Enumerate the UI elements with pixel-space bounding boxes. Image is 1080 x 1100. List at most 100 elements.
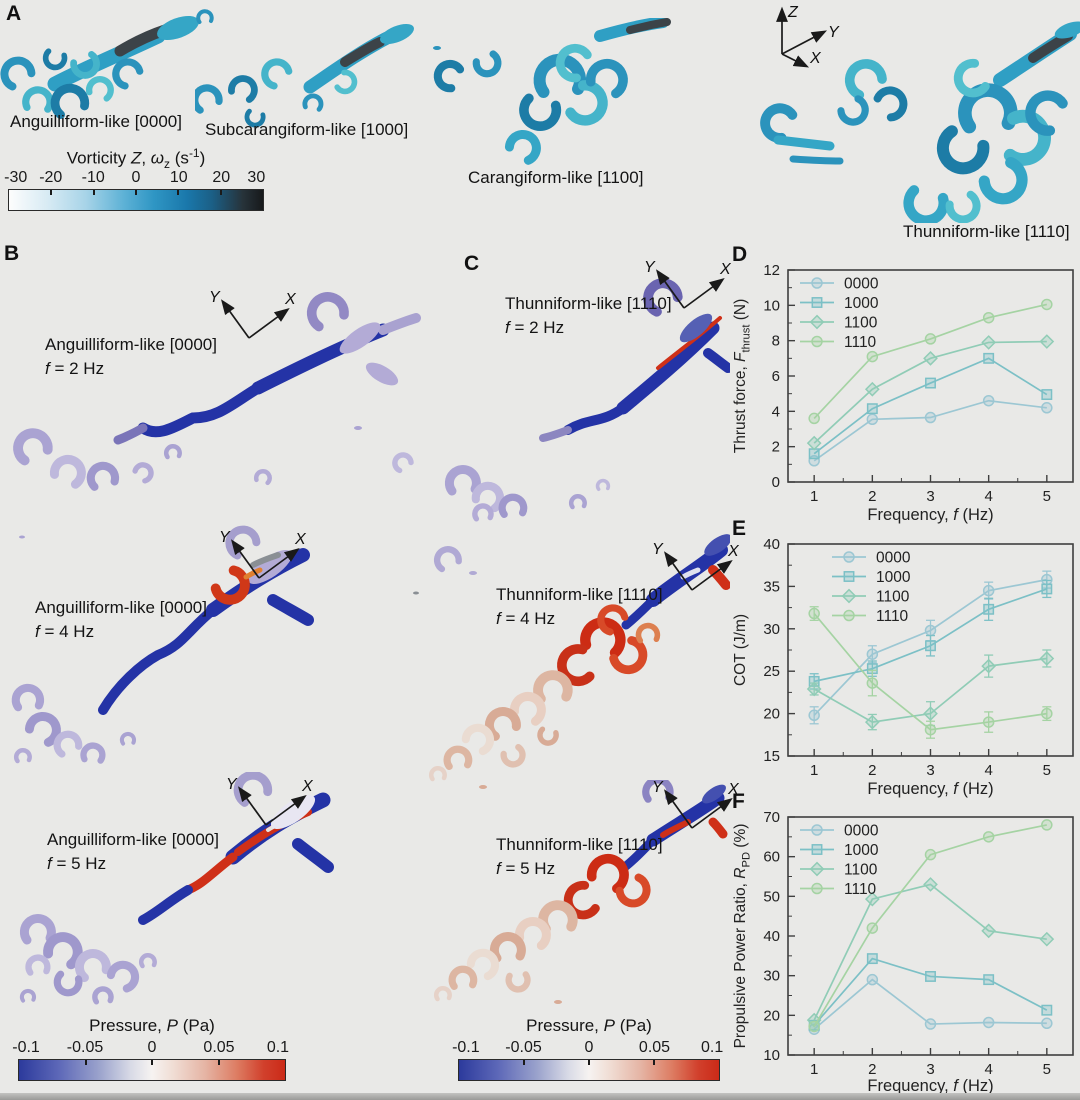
colorbar-pressure-b-bar [18, 1059, 286, 1081]
pressure-render-anguilliform-5hz [8, 772, 334, 1017]
svg-text:0000: 0000 [844, 823, 879, 840]
panel-a-letter: A [6, 2, 22, 25]
axis-label-y: Y [226, 776, 238, 793]
colorbar-pressure-c-title: Pressure, P (Pa) [526, 1016, 652, 1035]
svg-text:40: 40 [763, 928, 780, 945]
view-label-b3-mode: Anguilliform-like [0000] [47, 830, 219, 849]
view-label-b1-mode: Anguilliform-like [0000] [45, 335, 217, 354]
view-label-b3-freq: f = 5 Hz [47, 854, 107, 873]
view-label-c2-freq: f = 4 Hz [496, 609, 556, 628]
view-label-b1: Anguilliform-like [0000] f = 2 Hz [45, 333, 217, 381]
panel-d-letter: D [732, 243, 748, 266]
svg-text:10: 10 [763, 1047, 780, 1064]
axis-triad-xy: Y X [652, 541, 740, 591]
colorbar-pressure-b: Pressure, P (Pa) -0.1 -0.05 0 0.05 0.1 [12, 1016, 290, 1081]
axis-label-y: Y [209, 289, 221, 306]
view-label-b3: Anguilliform-like [0000] f = 5 Hz [47, 828, 219, 876]
svg-text:12: 12 [763, 262, 780, 279]
axis-label-y: Y [652, 779, 664, 796]
colorbar-tick-label: 0.1 [701, 1039, 724, 1056]
svg-text:4: 4 [984, 762, 992, 779]
svg-text:2: 2 [868, 1061, 876, 1078]
panel-e-letter: E [732, 517, 747, 540]
colorbar-pressure-c-labels: -0.1 -0.05 0 0.05 0.1 [452, 1039, 724, 1059]
colorbar-tick-label: 0.05 [638, 1039, 671, 1056]
axis-label-x: X [809, 50, 822, 67]
colorbar-vorticity-bar [8, 189, 264, 211]
svg-text:1: 1 [810, 762, 818, 779]
axis-label-x: X [727, 781, 740, 798]
svg-text:Frequency, f (Hz): Frequency, f (Hz) [867, 506, 993, 524]
svg-text:5: 5 [1043, 1061, 1051, 1078]
colorbar-vorticity-labels: -30 -20 -10 0 10 20 30 [4, 169, 266, 189]
colorbar-tick-label: 0.1 [266, 1039, 290, 1056]
view-label-c2-mode: Thunniform-like [1110] [496, 585, 663, 604]
svg-text:2: 2 [868, 488, 876, 505]
colorbar-tick-label: -30 [4, 169, 28, 186]
axis-triad-xy: Y X [219, 529, 307, 579]
svg-text:1: 1 [810, 488, 818, 505]
panel-f-letter: F [732, 790, 745, 813]
svg-text:Thrust force, Fthrust (N): Thrust force, Fthrust (N) [732, 299, 753, 454]
colorbar-tick-label: 30 [247, 169, 266, 186]
view-label-c3-mode: Thunniform-like [1110] [496, 835, 663, 854]
vortex-render-carangiform [425, 18, 671, 183]
axis-label-y: Y [219, 529, 231, 546]
svg-text:2: 2 [868, 762, 876, 779]
view-label-c1: Thunniform-like [1110] f = 2 Hz [505, 292, 672, 340]
colorbar-vorticity: Vorticity Z, ωz (s-1) -30 -20 -10 0 10 2… [4, 146, 266, 211]
axis-label-y: Y [828, 24, 840, 41]
svg-text:4: 4 [984, 1061, 992, 1078]
view-label-b1-freq: f = 2 Hz [45, 359, 105, 378]
svg-text:60: 60 [763, 849, 780, 866]
svg-text:1110: 1110 [876, 608, 909, 625]
svg-text:3: 3 [926, 488, 934, 505]
axis-triad-xy: Y X [226, 776, 314, 826]
view-label-b2: Anguilliform-like [0000] f = 4 Hz [35, 596, 207, 644]
vortex-render-thunniform [748, 21, 1080, 223]
figure-bottom-edge [0, 1093, 1080, 1100]
mode-label-carangiform: Carangiform-like [1100] [468, 168, 644, 187]
svg-text:20: 20 [763, 706, 780, 723]
pressure-render-anguilliform-2hz [8, 278, 421, 513]
svg-text:1000: 1000 [844, 295, 879, 312]
view-label-b2-mode: Anguilliform-like [0000] [35, 598, 207, 617]
axis-label-x: X [301, 778, 314, 795]
panel-c-letter: C [464, 252, 480, 275]
svg-text:30: 30 [763, 968, 780, 985]
axis-triad-xy: Y X [209, 289, 297, 339]
svg-text:Propulsive Power Ratio, RPD (%: Propulsive Power Ratio, RPD (%) [732, 824, 753, 1049]
svg-text:COT (J/m): COT (J/m) [732, 614, 749, 686]
svg-text:1000: 1000 [876, 569, 911, 586]
svg-text:1100: 1100 [876, 589, 910, 606]
vortex-render-subcarangiform [195, 23, 414, 142]
colorbar-tick-label: -0.05 [505, 1039, 542, 1056]
colorbar-pressure-c-bar [458, 1059, 720, 1081]
chart-thrust-force: 1 2 3 4 50246810120000100011001110Frequency,… [732, 262, 1074, 524]
colorbar-tick-label: 20 [212, 169, 231, 186]
colorbar-pressure-b-labels: -0.1 -0.05 0 0.05 0.1 [12, 1039, 290, 1059]
colorbar-tick-label: 0 [584, 1039, 594, 1056]
colorbar-tick-label: 10 [169, 169, 188, 186]
axis-triad-xy: Y X [644, 259, 732, 309]
svg-text:4: 4 [984, 488, 992, 505]
svg-text:0000: 0000 [876, 550, 911, 567]
colorbar-tick-label: 0 [131, 169, 141, 186]
svg-text:1: 1 [810, 1061, 818, 1078]
colorbar-tick-label: 0.05 [203, 1039, 235, 1056]
svg-text:10: 10 [763, 297, 780, 314]
panel-b-letter: B [4, 242, 20, 265]
axis-label-x: X [294, 531, 307, 548]
svg-text:20: 20 [763, 1007, 780, 1024]
colorbar-tick-label: -0.05 [66, 1039, 104, 1056]
svg-text:1110: 1110 [844, 881, 877, 898]
svg-text:3: 3 [926, 762, 934, 779]
view-label-b2-freq: f = 4 Hz [35, 622, 95, 641]
pressure-render-thunniform-4hz [418, 534, 730, 789]
colorbar-pressure-b-title: Pressure, P (Pa) [89, 1016, 215, 1035]
svg-text:4: 4 [772, 403, 780, 420]
svg-text:8: 8 [772, 333, 780, 350]
pressure-render-thunniform-2hz [428, 268, 730, 523]
axis-label-z: Z [787, 4, 799, 21]
